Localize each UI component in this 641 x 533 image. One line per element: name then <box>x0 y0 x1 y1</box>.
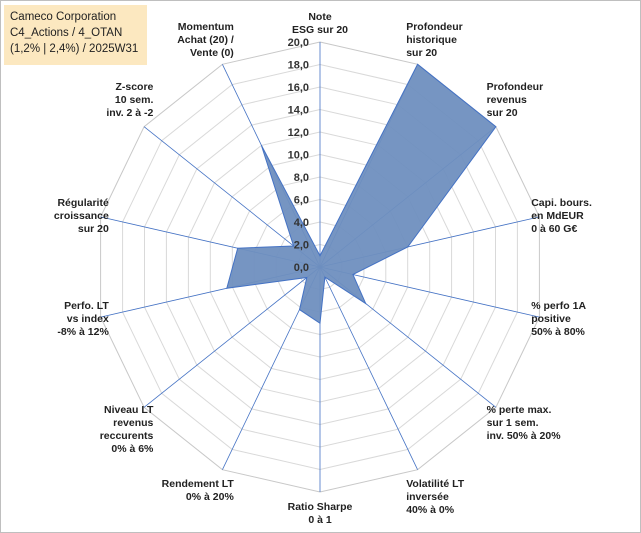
spoke-12 <box>143 126 321 268</box>
axis-label-8: Rendement LT0% à 20% <box>162 478 235 503</box>
tick-label-10: 20,0 <box>288 37 309 49</box>
spoke-9 <box>143 266 321 408</box>
tick-label-0: 0,0 <box>294 262 309 274</box>
tick-label-2: 4,0 <box>294 217 309 229</box>
axis-label-9-line-2: reccurents <box>100 430 154 442</box>
axis-label-3-line-2: 0 à 60 G€ <box>531 223 577 235</box>
axis-label-13-line-1: Achat (20) / <box>177 34 234 46</box>
axis-label-8-line-1: 0% à 20% <box>186 491 235 503</box>
axis-label-7-line-1: 0 à 1 <box>308 514 332 526</box>
axis-label-1-line-0: Profondeur <box>406 21 463 33</box>
spoke-6 <box>319 266 418 470</box>
spoke-4 <box>319 266 540 318</box>
tick-label-8: 16,0 <box>288 82 309 94</box>
series-area-0 <box>226 63 497 325</box>
axis-label-4-line-1: positive <box>531 313 571 325</box>
axis-label-0-line-0: Note <box>308 11 331 23</box>
axis-label-9-line-3: 0% à 6% <box>111 443 154 455</box>
tick-label-7: 14,0 <box>288 105 309 117</box>
axis-label-9-line-0: Niveau LT <box>104 404 154 416</box>
tick-label-5: 10,0 <box>288 150 309 162</box>
axis-label-6-line-2: 40% à 0% <box>406 504 455 516</box>
axis-label-10-line-2: -8% à 12% <box>57 326 109 338</box>
title-line-2: C4_Actions / 4_OTAN <box>10 27 123 39</box>
axis-label-1-line-2: sur 20 <box>406 47 437 59</box>
axis-label-5: % perte max.sur 1 sem.inv. 50% à 20% <box>487 404 562 442</box>
radial-tick-labels: 0,0 2,0 4,0 6,0 8,0 10,0 12,0 14,0 16,0 18,0 20,0 <box>288 37 309 274</box>
axis-label-5-line-0: % perte max. <box>487 404 552 416</box>
axis-label-5-line-1: sur 1 sem. <box>487 417 539 429</box>
axis-label-10-line-1: vs index <box>67 313 109 325</box>
tick-label-4: 8,0 <box>294 172 309 184</box>
axis-label-2-line-1: revenus <box>487 94 527 106</box>
axis-label-2-line-0: Profondeur <box>487 81 544 93</box>
axis-label-13-line-0: Momentum <box>178 21 234 33</box>
axis-label-12-line-1: 10 sem. <box>115 94 154 106</box>
tick-label-9: 18,0 <box>288 60 309 72</box>
axis-label-7-line-0: Ratio Sharpe <box>288 501 353 513</box>
axis-label-8-line-0: Rendement LT <box>162 478 235 490</box>
axis-label-0-line-1: ESG sur 20 <box>292 24 348 36</box>
chart-title-box: Cameco Corporation C4_Actions / 4_OTAN (… <box>4 5 147 65</box>
axis-label-11-line-2: sur 20 <box>78 223 109 235</box>
axis-label-12-line-0: Z-score <box>115 81 153 93</box>
axis-label-11-line-1: croissance <box>54 210 109 222</box>
axis-label-4-line-0: % perfo 1A <box>531 300 586 312</box>
radar-series-layer <box>226 63 497 325</box>
axis-label-5-line-2: inv. 50% à 20% <box>487 430 562 442</box>
tick-label-1: 2,0 <box>294 240 309 252</box>
axis-label-13-line-2: Vente (0) <box>190 47 234 59</box>
axis-label-4-line-2: 50% à 80% <box>531 326 585 338</box>
axis-label-9-line-1: revenus <box>113 417 153 429</box>
axis-label-11-line-0: Régularité <box>57 197 109 209</box>
title-line-3: (1,2% | 2,4%) / 2025W31 <box>10 43 139 55</box>
tick-label-3: 6,0 <box>294 195 309 207</box>
axis-label-3-line-1: en MdEUR <box>531 210 584 222</box>
axis-label-1-line-1: historique <box>406 34 457 46</box>
axis-label-6-line-1: inversée <box>406 491 449 503</box>
axis-label-10-line-0: Perfo. LT <box>64 300 109 312</box>
axis-label-2-line-2: sur 20 <box>487 107 518 119</box>
axis-label-12-line-2: inv. 2 à -2 <box>106 107 153 119</box>
axis-label-3-line-0: Capi. bours. <box>531 197 592 209</box>
axis-label-6-line-0: Volatilité LT <box>406 478 465 490</box>
tick-label-6: 12,0 <box>288 127 309 139</box>
title-line-1: Cameco Corporation <box>10 11 117 23</box>
